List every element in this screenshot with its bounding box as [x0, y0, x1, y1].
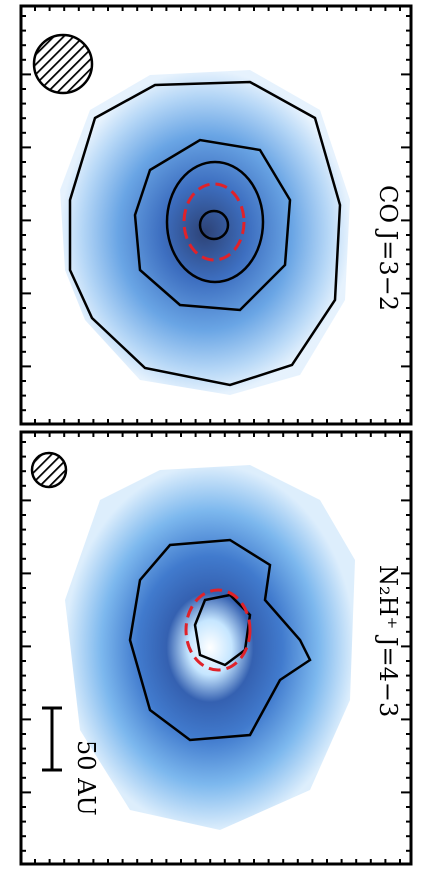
line-label: CO J=3−2 [374, 185, 402, 311]
contour [128, 538, 312, 742]
scale-label: 50 AU [72, 740, 100, 816]
contour [193, 593, 252, 667]
ring-marker [184, 588, 252, 672]
co-emission [60, 70, 350, 395]
contour [68, 80, 342, 387]
ring-marker [182, 182, 246, 262]
contour [133, 138, 292, 312]
n2h-emission [65, 465, 355, 830]
contour [165, 160, 265, 284]
co-panel: CO J=3−2 [19, 4, 413, 426]
line-label: N₂H⁺ J=4−3 [374, 565, 402, 717]
ticks [21, 6, 411, 864]
beam [30, 451, 68, 489]
beam [32, 33, 94, 95]
contour [198, 209, 230, 241]
n2h-panel: N₂H⁺ J=4−3 50 AU [19, 430, 413, 866]
